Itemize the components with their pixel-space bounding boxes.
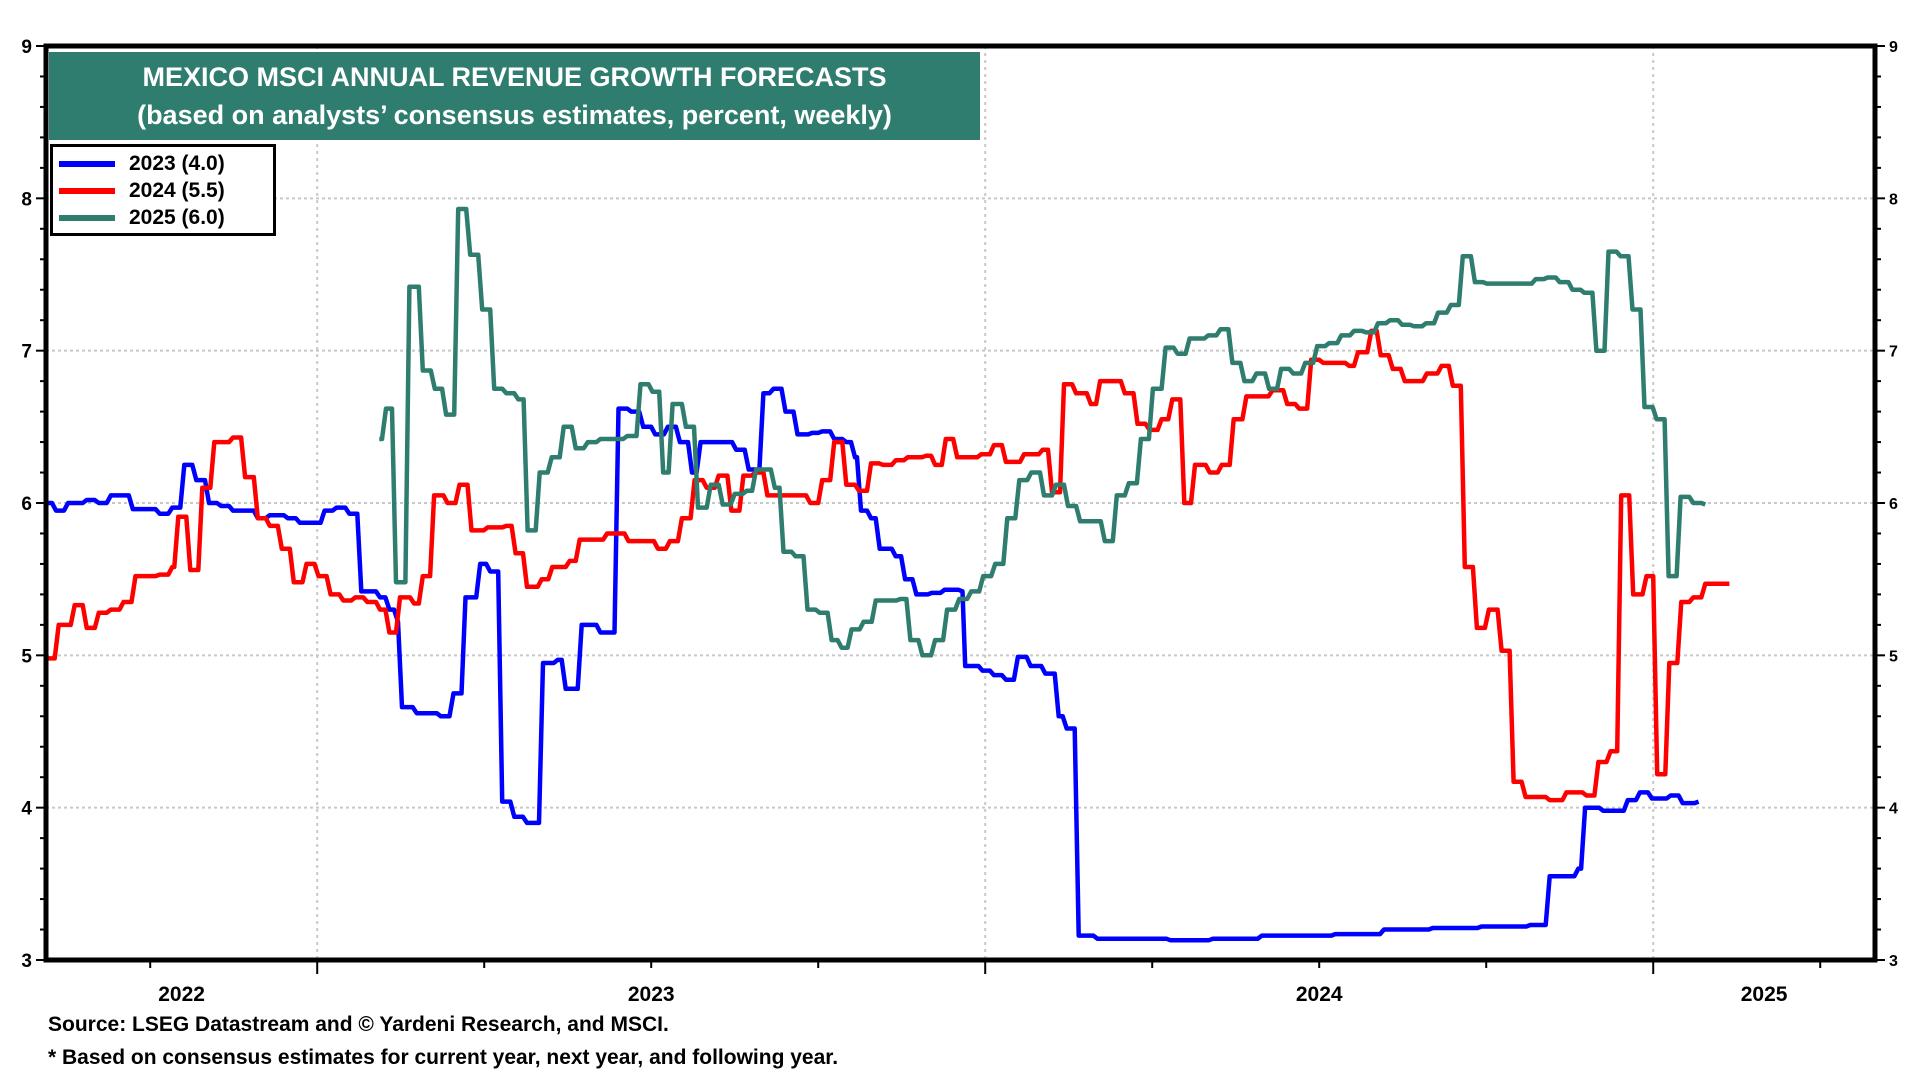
legend-swatch-2024 (59, 188, 115, 194)
series-line-2025 (379, 206, 1707, 658)
gridlines (46, 46, 1875, 960)
y-tick-label-right: 5 (1889, 648, 1898, 665)
legend-swatch-2025 (59, 215, 115, 221)
series-line-2024 (46, 328, 1730, 803)
legend: 2023 (4.0) 2024 (5.5) 2025 (6.0) (50, 144, 276, 236)
y-tick-label-left: 5 (21, 646, 32, 667)
y-tick-label-left: 8 (21, 189, 32, 210)
y-tick-label-left: 4 (21, 799, 32, 820)
legend-label-2025: 2025 (6.0) (129, 206, 225, 229)
y-tick-label-right: 6 (1889, 496, 1898, 513)
legend-item-2023: 2023 (4.0) (59, 151, 225, 177)
chart-title-box: MEXICO MSCI ANNUAL REVENUE GROWTH FORECA… (49, 52, 980, 140)
legend-label-2023: 2023 (4.0) (129, 152, 225, 175)
y-tick-label-right: 4 (1889, 801, 1898, 818)
x-tick-label: 2023 (628, 983, 675, 1006)
y-tick-label-left: 7 (21, 342, 32, 363)
y-tick-label-left: 3 (21, 951, 32, 972)
y-tick-label-left: 6 (21, 494, 32, 515)
chart-title: MEXICO MSCI ANNUAL REVENUE GROWTH FORECA… (142, 62, 887, 92)
legend-label-2024: 2024 (5.5) (129, 179, 225, 202)
series-layer (46, 206, 1730, 943)
x-tick-label: 2022 (158, 983, 205, 1006)
x-tick-label: 2024 (1296, 983, 1343, 1006)
y-tick-label-right: 7 (1889, 344, 1898, 361)
footnote: * Based on consensus estimates for curre… (48, 1046, 839, 1069)
chart-subtitle: (based on analysts’ consensus estimates,… (137, 100, 892, 130)
x-axis: 2022 2023 2024 2025 (149, 960, 1822, 1006)
series-line-2023 (46, 386, 1700, 943)
legend-item-2024: 2024 (5.5) (59, 178, 225, 204)
y-axis-right: 3 4 5 6 7 8 9 (1875, 39, 1898, 970)
y-axis-left: 3 4 5 6 7 8 9 (21, 37, 46, 972)
y-tick-label-left: 9 (21, 37, 32, 58)
legend-swatch-2023 (59, 161, 115, 167)
x-tick-label: 2025 (1741, 983, 1788, 1006)
y-tick-label-right: 3 (1889, 953, 1898, 970)
y-tick-label-right: 9 (1889, 39, 1898, 56)
legend-item-2025: 2025 (6.0) (59, 205, 225, 231)
source-note: Source: LSEG Datastream and © Yardeni Re… (48, 1013, 669, 1036)
y-tick-label-right: 8 (1889, 191, 1898, 208)
